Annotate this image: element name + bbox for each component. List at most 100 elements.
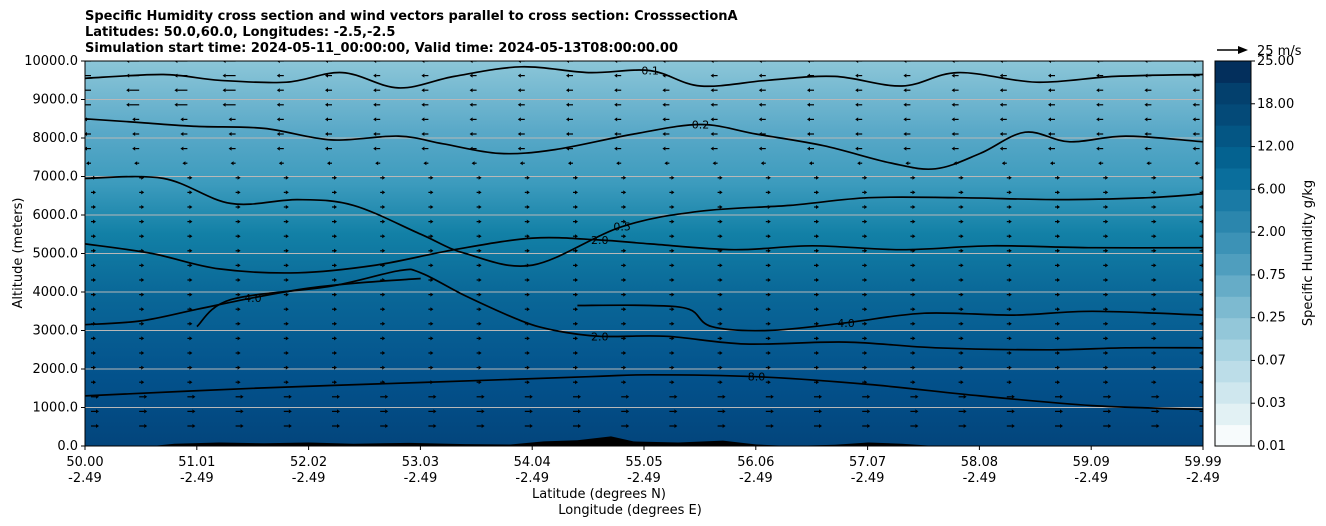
wind-vector-head — [481, 424, 485, 428]
wind-vector-head — [566, 117, 569, 122]
wind-vector-head — [382, 351, 386, 355]
wind-vector-head — [960, 336, 964, 341]
wind-vector-head — [237, 205, 241, 209]
wind-vector-head — [623, 336, 627, 341]
colorbar-segment — [1215, 317, 1251, 340]
wind-vector-head — [526, 365, 530, 370]
wind-vector-head — [616, 161, 620, 166]
x-tick-label-lat: 55.05 — [625, 455, 662, 470]
wind-vector-head — [912, 365, 916, 370]
wind-vector-head — [141, 219, 145, 224]
wind-vector-head — [960, 234, 964, 239]
colorbar-segment — [1215, 82, 1251, 105]
wind-vector-head — [382, 190, 386, 195]
wind-vector-head — [526, 307, 530, 312]
wind-vector-head — [1057, 321, 1060, 326]
wind-vector-head — [325, 132, 328, 136]
wind-vector-head — [1105, 321, 1109, 326]
wind-vector-head — [141, 321, 145, 326]
wind-vector-head — [1008, 263, 1012, 268]
colorbar-tick-label: 12.00 — [1257, 140, 1294, 155]
wind-vector-head — [132, 146, 136, 151]
colorbar-label: Specific Humidity g/kg — [1301, 180, 1316, 326]
colorbar-segment — [1215, 189, 1251, 212]
wind-vector-head — [189, 205, 193, 209]
wind-vector-head — [960, 175, 964, 180]
wind-vector-head — [529, 394, 533, 399]
wind-vector-head — [481, 409, 485, 414]
wind-vector-head — [430, 263, 434, 268]
wind-vector-head — [1153, 234, 1157, 239]
wind-vector-head — [999, 88, 1003, 93]
wind-vector-head — [566, 132, 569, 136]
wind-vector-head — [78, 59, 81, 63]
wind-vector-head — [93, 234, 96, 239]
quiver-key: 25 m/s — [1217, 44, 1302, 59]
wind-vector-head — [93, 321, 96, 326]
wind-vector-head — [526, 278, 530, 282]
x-tick-label-lat: 54.04 — [514, 455, 551, 470]
wind-vector-head — [816, 292, 819, 297]
wind-vector-head — [674, 409, 678, 414]
wind-vector-head — [1008, 321, 1012, 326]
wind-vector-head — [951, 88, 955, 93]
wind-vector-head — [1108, 409, 1112, 414]
colorbar-segment — [1215, 125, 1251, 148]
wind-vector-head — [1008, 175, 1012, 180]
wind-vector-head — [285, 307, 289, 312]
wind-vector-head — [719, 351, 723, 355]
wind-vector-head — [433, 424, 437, 428]
wind-vector-head — [963, 394, 967, 399]
y-tick-label: 4000.0 — [33, 285, 79, 300]
wind-vector-head — [237, 175, 241, 180]
wind-vector-head — [334, 263, 337, 268]
wind-vector-head — [614, 132, 618, 136]
contour-label: 0.5 — [613, 221, 631, 234]
wind-vector-head — [1153, 365, 1157, 370]
wind-vector-head — [1011, 394, 1015, 399]
colorbar-tick-label: 0.01 — [1257, 439, 1286, 454]
wind-vector-head — [189, 248, 193, 253]
wind-vector-head — [575, 351, 578, 355]
wind-vector-head — [767, 219, 771, 224]
wind-vector-head — [614, 102, 618, 107]
wind-vector-head — [1096, 146, 1100, 151]
wind-vector-head — [1096, 102, 1100, 107]
wind-vector-head — [526, 248, 530, 253]
wind-vector-head — [1153, 175, 1157, 180]
wind-vector-head — [141, 336, 145, 341]
wind-vector-head — [767, 365, 771, 370]
wind-vector-head — [864, 292, 868, 297]
wind-vector-head — [578, 394, 581, 399]
wind-vector-head — [1144, 132, 1148, 136]
wind-vector-head — [1050, 161, 1053, 166]
wind-vector-head — [578, 424, 581, 428]
wind-vector-head — [1105, 336, 1109, 341]
wind-vector-head — [816, 205, 819, 209]
x-tick-label-lat: 56.06 — [737, 455, 774, 470]
wind-vector-head — [758, 132, 762, 136]
wind-vector-head — [141, 365, 145, 370]
wind-vector-head — [1057, 219, 1060, 224]
wind-vector-head — [960, 380, 964, 385]
wind-vector-head — [237, 307, 241, 312]
wind-vector-head — [141, 380, 145, 385]
wind-vector-head — [285, 205, 289, 209]
wind-vector-head — [517, 132, 521, 136]
colorbar-segment — [1215, 274, 1251, 297]
x-tick-label-lon: -2.49 — [963, 471, 997, 486]
quiver-key-label: 25 m/s — [1257, 44, 1302, 59]
wind-vector-head — [230, 161, 234, 166]
wind-vector-head — [671, 248, 675, 253]
wind-vector-head — [1098, 161, 1102, 166]
wind-vector-head — [469, 117, 473, 122]
wind-vector-head — [382, 234, 386, 239]
colorbar-tick-label: 18.00 — [1257, 97, 1294, 112]
wind-vector-head — [141, 263, 145, 268]
y-tick-label: 5000.0 — [33, 247, 79, 262]
wind-vector-head — [78, 88, 81, 92]
wind-vector-head — [189, 219, 193, 224]
wind-vector-head — [671, 365, 675, 370]
wind-vector-head — [288, 394, 292, 399]
wind-vector-head — [1153, 336, 1157, 341]
